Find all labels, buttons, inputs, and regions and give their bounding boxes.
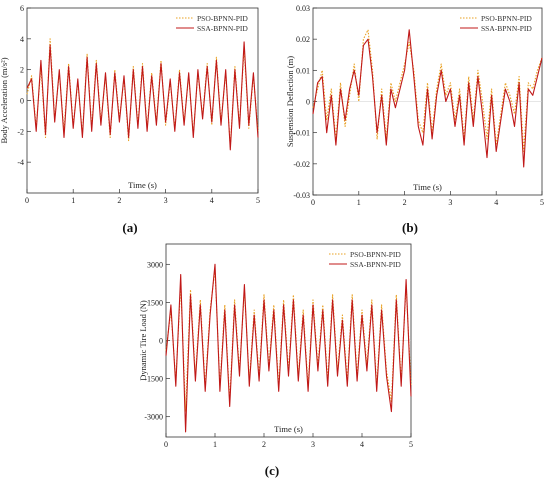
x-tick-label: 1 — [357, 198, 361, 207]
y-tick-label: -0.02 — [293, 160, 310, 169]
y-tick-label: 0.01 — [296, 66, 310, 75]
y-tick-label: 1500 — [147, 298, 163, 307]
panel-label: (b) — [402, 220, 418, 235]
y-tick-label: 4 — [20, 35, 24, 44]
x-tick-label: 0 — [164, 440, 168, 449]
legend-label: PSO-BPNN-PID — [481, 14, 532, 23]
y-tick-label: -0.01 — [293, 129, 310, 138]
chart-panel-2: 0 1 2 3 4 5 -0.03 -0.02 -0.01 0 0.01 0.02 0.03 Time (… — [285, 4, 544, 235]
series-line-ssa — [165, 263, 412, 433]
x-tick-label: 1 — [71, 196, 75, 205]
series-line-pso — [26, 38, 259, 148]
x-tick-label: 5 — [256, 196, 260, 205]
y-tick-label: 3000 — [147, 260, 163, 269]
y-tick-label: 2 — [20, 66, 24, 75]
y-tick-label: 0.03 — [296, 4, 310, 13]
y-tick-label: -3000 — [144, 413, 163, 422]
legend-label: SSA-BPNN-PID — [197, 24, 248, 33]
y-axis-label: Suspension Deflection (m) — [285, 56, 295, 147]
panel-label: (a) — [122, 220, 137, 235]
y-axis-label: Body Acceleration (m/s²) — [0, 57, 9, 143]
x-tick-label: 2 — [403, 198, 407, 207]
chart-panel-1: 0 1 2 3 4 5 -4 -2 0 2 4 6 Time (s) Body Acceleration … — [0, 4, 260, 235]
legend-label: PSO-BPNN-PID — [350, 250, 401, 259]
x-tick-label: 3 — [448, 198, 452, 207]
y-tick-label: 0 — [20, 97, 24, 106]
x-tick-label: 4 — [210, 196, 214, 205]
x-tick-label: 3 — [164, 196, 168, 205]
series-line-ssa — [312, 29, 543, 168]
y-tick-label: -4 — [17, 158, 24, 167]
x-tick-label: 0 — [25, 196, 29, 205]
x-axis-label: Time (s) — [128, 180, 157, 190]
y-tick-label: 6 — [20, 4, 24, 13]
x-tick-label: 5 — [540, 198, 544, 207]
y-tick-label: 0.02 — [296, 35, 310, 44]
x-tick-label: 0 — [311, 198, 315, 207]
x-tick-label: 1 — [213, 440, 217, 449]
x-tick-label: 5 — [409, 440, 413, 449]
x-tick-label: 4 — [494, 198, 498, 207]
chart-panel-3: 0 1 2 3 4 5 -3000 -1500 0 1500 3000 Time (s) Dynamic… — [138, 243, 413, 478]
y-tick-label: 0 — [159, 337, 163, 346]
y-tick-label: -0.03 — [293, 191, 310, 200]
legend-label: PSO-BPNN-PID — [197, 14, 248, 23]
y-tick-label: -2 — [17, 127, 24, 136]
x-tick-label: 4 — [360, 440, 364, 449]
y-tick-label: -1500 — [144, 375, 163, 384]
legend-label: SSA-BPNN-PID — [481, 24, 532, 33]
y-tick-label: 0 — [306, 98, 310, 107]
series-line-ssa — [26, 41, 259, 151]
x-tick-label: 2 — [262, 440, 266, 449]
panel-label: (c) — [265, 463, 279, 478]
legend-label: SSA-BPNN-PID — [350, 260, 401, 269]
y-axis-label: Dynamic Tire Load (N) — [138, 300, 148, 381]
x-tick-label: 2 — [117, 196, 121, 205]
x-axis-label: Time (s) — [274, 424, 303, 434]
x-axis-label: Time (s) — [413, 182, 442, 192]
x-tick-label: 3 — [311, 440, 315, 449]
